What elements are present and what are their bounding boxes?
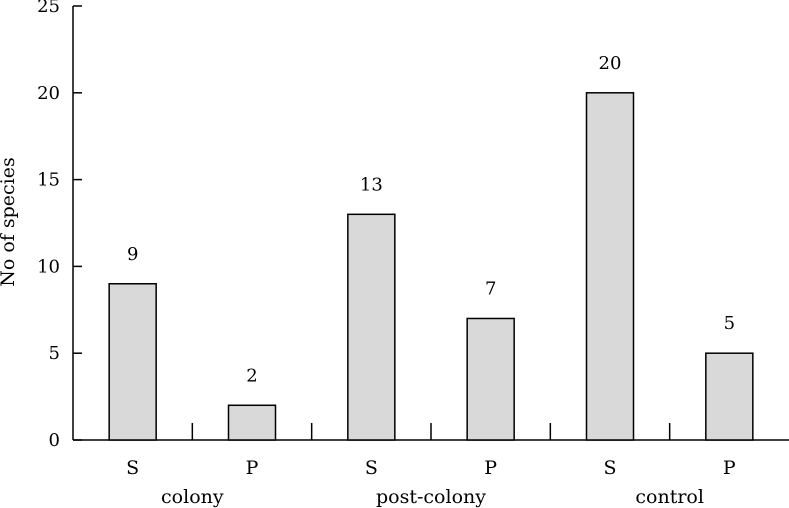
bar: [347, 213, 396, 441]
category-label: P: [246, 457, 259, 479]
data-label: 7: [485, 278, 496, 299]
group-label: colony: [161, 486, 224, 508]
bar: [705, 352, 754, 441]
bar: [585, 92, 635, 441]
data-label: 13: [360, 174, 383, 195]
y-tick-label: 10: [37, 256, 60, 277]
bars: [108, 92, 754, 441]
group-label: post-colony: [376, 486, 486, 508]
y-axis-label: No of species: [0, 157, 19, 286]
group-label: control: [635, 486, 704, 508]
y-tick-label: 25: [37, 0, 60, 17]
y-tick-label: 20: [37, 83, 60, 104]
data-label: 20: [599, 53, 622, 74]
category-label: S: [126, 457, 139, 479]
bar: [466, 317, 515, 441]
data-label: 9: [127, 244, 138, 265]
category-label: S: [365, 457, 378, 479]
category-label: P: [484, 457, 497, 479]
category-label: P: [723, 457, 736, 479]
category-label: S: [603, 457, 616, 479]
y-tick-label: 15: [37, 170, 60, 191]
bar: [227, 404, 277, 441]
y-tick-label: 0: [49, 430, 60, 451]
data-label: 2: [246, 365, 257, 386]
bar: [108, 283, 157, 441]
y-tick-label: 5: [49, 343, 60, 364]
data-label: 5: [724, 313, 735, 334]
